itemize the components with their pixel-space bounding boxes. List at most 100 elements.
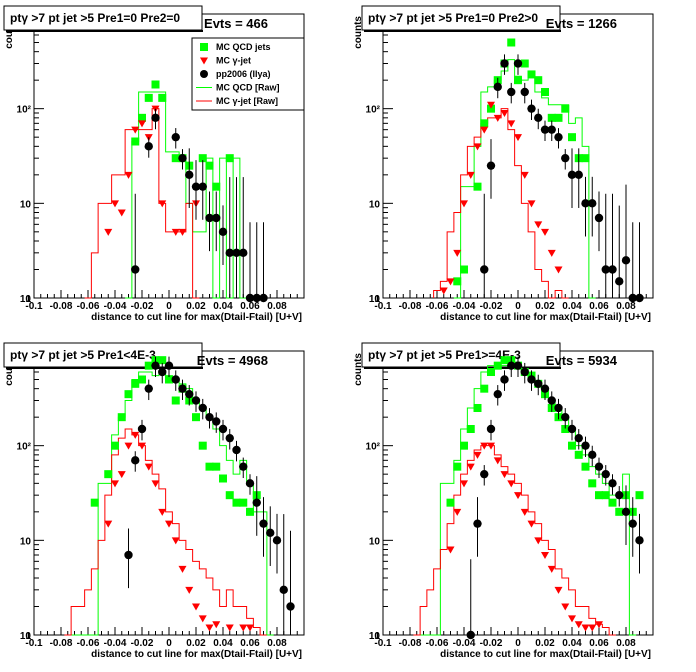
x-tick-label: 0.04 [562, 638, 582, 649]
mc-qcd-point [601, 491, 610, 500]
mc-gamma-jet-point [131, 431, 140, 439]
x-axis-title: distance to cut line for max(Dtail-Ftail… [440, 649, 651, 660]
x-tick-label: -0.04 [104, 638, 127, 649]
legend-entry: MC γ-jet [Raw] [216, 96, 278, 106]
legend-entry: MC QCD [Raw] [216, 83, 280, 93]
data-point [561, 412, 570, 422]
data-point [547, 396, 556, 405]
data-point [554, 403, 563, 413]
x-tick-label: 0.08 [267, 638, 287, 649]
data-point [527, 104, 536, 113]
mc-qcd-point [500, 356, 509, 365]
mc-gamma-jet-raw-histogram [84, 108, 200, 299]
mc-qcd-point [574, 450, 583, 459]
y-axis-title: counts [353, 16, 364, 49]
mc-qcd-point [198, 441, 207, 450]
mc-qcd-point [124, 390, 133, 399]
y-tick-label-corner: 10 [369, 294, 381, 305]
panel-title: ptγ >7 pt jet >5 Pre1>=4E-3 [368, 348, 521, 362]
mc-gamma-jet-point [138, 120, 146, 128]
data-point [171, 132, 180, 142]
y-tick-label: 10² [17, 105, 32, 116]
mc-qcd-point [527, 70, 536, 79]
data-point [151, 361, 160, 370]
data-point [178, 384, 187, 393]
data-point [574, 170, 583, 180]
data-point [628, 519, 637, 528]
x-tick-label: 0.04 [213, 638, 233, 649]
mc-gamma-jet-point [500, 109, 509, 117]
x-tick-label: -0.02 [480, 638, 503, 649]
data-point [137, 424, 147, 434]
data-point [480, 265, 489, 274]
mc-gamma-jet-point [500, 471, 509, 479]
mc-gamma-jet-point [493, 457, 502, 465]
mc-qcd-point [111, 441, 119, 450]
mc-gamma-jet-point [595, 621, 603, 629]
mc-gamma-jet-point [178, 565, 187, 573]
data-point [473, 519, 482, 528]
x-tick-label: -0.04 [453, 301, 476, 312]
y-axis-title: counts [4, 16, 15, 49]
x-tick-label: -0.08 [50, 301, 73, 312]
mc-gamma-jet-point [574, 621, 583, 629]
mc-qcd-point [171, 154, 180, 163]
data-point [574, 433, 583, 443]
mc-qcd-point [460, 265, 468, 274]
panel-title: ptγ >7 pt jet >5 Pre1<4E-3 [10, 348, 156, 362]
x-tick-label: 0.08 [616, 301, 636, 312]
mc-gamma-jet-raw-histogram [413, 445, 616, 636]
mc-qcd-point [608, 498, 617, 507]
mc-qcd-point [581, 462, 590, 471]
x-tick-label: 0.04 [562, 301, 582, 312]
data-point [486, 161, 496, 170]
y-tick-label-corner: 10 [20, 294, 32, 305]
event-count: Evts = 1266 [546, 16, 617, 31]
data-point [185, 170, 194, 180]
event-count: Evts = 4968 [197, 353, 268, 368]
x-tick-label: -0.02 [131, 301, 154, 312]
mc-qcd-point [144, 361, 153, 370]
x-tick-label: 0 [515, 301, 521, 312]
data-point [266, 528, 275, 538]
data-point [500, 59, 509, 68]
x-tick-label: -0.06 [77, 638, 100, 649]
x-tick-label: -0.1 [374, 638, 392, 649]
mc-qcd-point [225, 491, 234, 500]
data-point [171, 375, 180, 384]
mc-gamma-jet-point [225, 624, 234, 632]
mc-qcd-point [466, 424, 475, 433]
mc-gamma-jet-point [487, 101, 495, 109]
panel-2: -0.1 -0.08 -0.06 -0.04 -0.02 0 0.02 0.04 0.06 0.0… [353, 5, 654, 323]
data-point [493, 389, 502, 399]
legend-qcd-marker [200, 43, 208, 51]
x-tick-label: -0.1 [374, 301, 392, 312]
data-point [486, 424, 496, 434]
data-point [205, 213, 214, 223]
mc-qcd-point [144, 93, 153, 102]
mc-qcd-point [246, 507, 254, 516]
mc-qcd-point [480, 119, 489, 128]
data-point [480, 469, 489, 479]
data-point [513, 59, 523, 68]
data-point [628, 293, 637, 303]
panel-1: -0.1 -0.08 -0.06 -0.04 -0.02 0 0.02 0.04 0.06 0.0… [3, 5, 305, 323]
mc-qcd-point [568, 441, 576, 450]
x-tick-label: 0 [166, 301, 172, 312]
data-point [581, 441, 590, 450]
mc-gamma-jet-point [151, 480, 160, 488]
data-point [212, 417, 221, 426]
panel-4: -0.1 -0.08 -0.06 -0.04 -0.02 0 0.02 0.04 0.06 0.0… [353, 342, 654, 660]
mc-qcd-point [138, 375, 146, 384]
y-tick-label: 10 [20, 199, 32, 210]
mc-gamma-jet-point [534, 537, 543, 545]
mc-qcd-point [151, 80, 160, 89]
x-tick-label: -0.06 [426, 638, 449, 649]
x-tick-label: 0.02 [535, 301, 555, 312]
x-tick-label: 0.08 [267, 301, 287, 312]
mc-qcd-point [225, 154, 234, 163]
mc-gamma-jet-point [507, 120, 516, 128]
data-point [493, 82, 502, 92]
mc-gamma-jet-point [527, 200, 536, 208]
mc-qcd-point [473, 403, 482, 412]
